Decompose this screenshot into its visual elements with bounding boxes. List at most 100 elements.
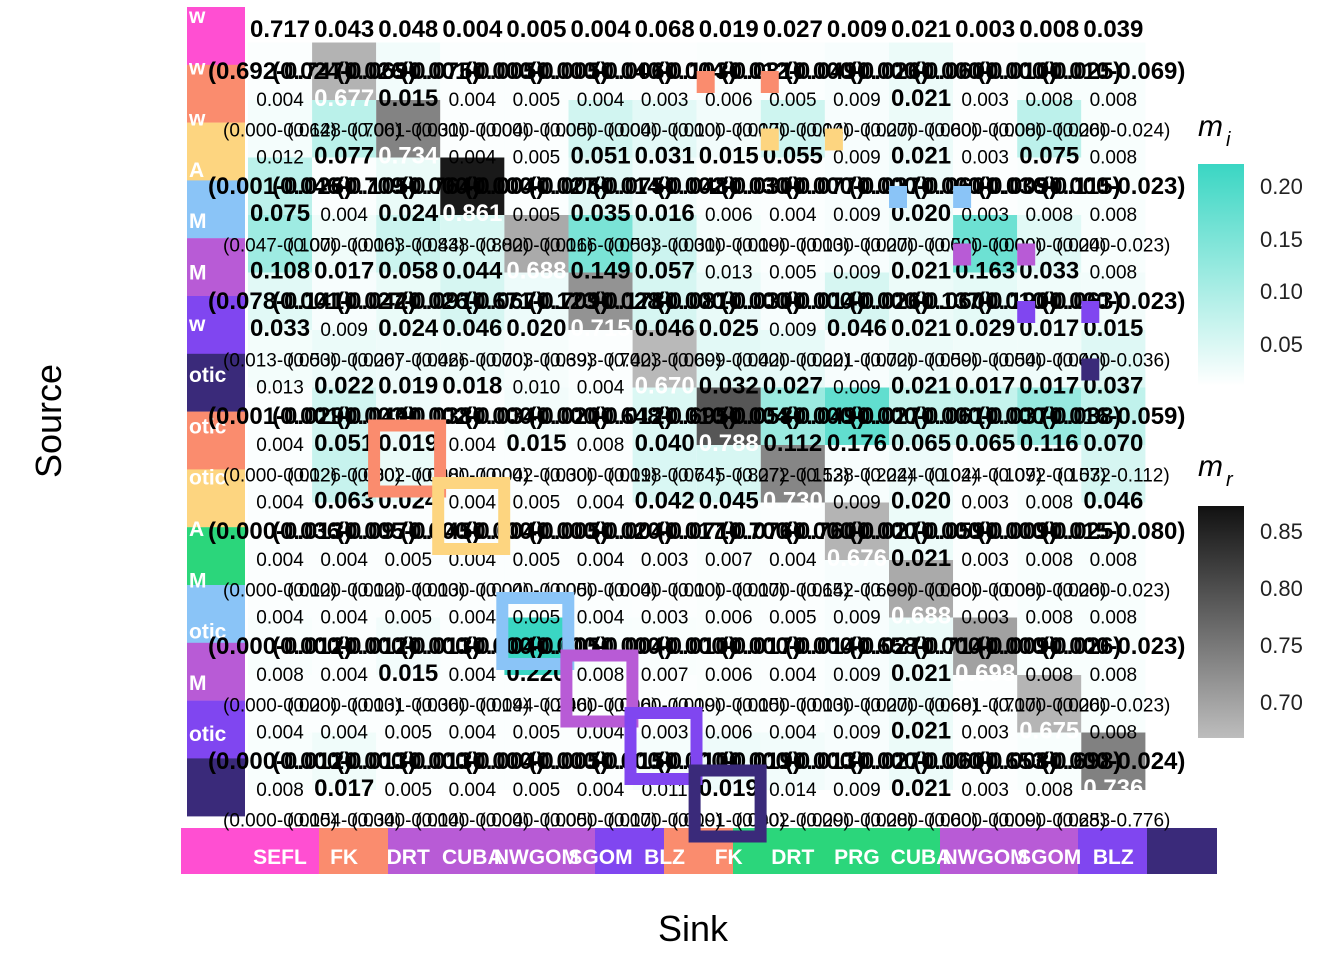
heatmap-cell bbox=[632, 157, 697, 215]
cell-ci-label: (0.015-0.080) bbox=[1041, 518, 1185, 545]
cell-mean-label: 0.007 bbox=[705, 550, 753, 571]
heatmap-cell bbox=[760, 560, 825, 618]
cell-ci-label: (0.000-0.017) bbox=[672, 121, 786, 142]
cell-ci-label: (0.681-0.717) bbox=[928, 696, 1042, 717]
cell-mean-label: 0.003 bbox=[641, 90, 689, 111]
heatmap-cell bbox=[312, 387, 377, 445]
heatmap-cell bbox=[696, 272, 761, 330]
heatmap-cell bbox=[248, 100, 313, 158]
cell-ci-label: (0.000-0.059) bbox=[849, 518, 993, 545]
corner-marker bbox=[1081, 358, 1100, 381]
cell-mean-label: 0.003 bbox=[961, 780, 1009, 801]
cell-mean-label: 0.008 bbox=[256, 665, 304, 686]
cell-mean-label: 0.009 bbox=[320, 320, 368, 341]
heatmap-cell bbox=[824, 387, 889, 445]
cell-ci-label: (0.018-0.064) bbox=[608, 466, 722, 487]
cell-ci-label: (0.683-0.776) bbox=[1056, 811, 1170, 832]
corner-marker bbox=[696, 71, 715, 93]
heatmap-cell bbox=[376, 272, 441, 330]
cell-mean-label: 0.004 bbox=[320, 608, 368, 629]
cell-ci-label: (0.000-0.013) bbox=[287, 696, 401, 717]
cell-ci-label: (0.000-0.025) bbox=[977, 518, 1121, 545]
cell-mean-label: 0.004 bbox=[256, 90, 304, 111]
cell-mean-label: 0.005 bbox=[513, 148, 561, 169]
heatmap-cell bbox=[504, 42, 569, 100]
source-color-band bbox=[187, 585, 245, 643]
cell-value-label: 0.717 bbox=[250, 16, 310, 43]
heatmap-cell bbox=[696, 560, 761, 618]
cell-mean-label: 0.004 bbox=[449, 608, 497, 629]
cell-ci-label: (0.036-0.115) bbox=[978, 173, 1121, 200]
sink-color-band bbox=[1009, 828, 1079, 874]
heatmap-cell bbox=[824, 675, 889, 733]
heatmap-cell bbox=[376, 330, 441, 388]
cell-mean-label: 0.004 bbox=[577, 723, 625, 744]
cell-ci-label: (0.000-0.014) bbox=[721, 288, 865, 315]
cell-ci-label: (0.036-0.097) bbox=[272, 518, 416, 545]
cell-ci-label: (0.000-0.060) bbox=[849, 748, 993, 775]
cell-mean-label: 0.040 bbox=[635, 430, 695, 457]
cell-ci-label: (0.000-0.014) bbox=[736, 581, 850, 602]
cell-ci-label: (0.010-0.069) bbox=[1041, 58, 1185, 85]
heatmap-cell bbox=[1017, 732, 1082, 790]
cell-mean-label: 0.005 bbox=[769, 90, 817, 111]
cell-mean-label: 0.015 bbox=[378, 85, 438, 112]
heatmap-cell bbox=[248, 732, 313, 790]
cell-mean-label: 0.004 bbox=[449, 90, 497, 111]
cell-ci-label: (0.000-0.005) bbox=[479, 121, 593, 142]
sink-tick-label: DRT bbox=[771, 846, 814, 869]
cell-ci-label: (0.072-0.153) bbox=[736, 466, 850, 487]
cell-mean-label: 0.051 bbox=[314, 430, 374, 457]
cell-mean-label: 0.022 bbox=[314, 373, 374, 400]
cell-ci-label: (0.692-0.747) bbox=[208, 58, 352, 85]
sink-color-band bbox=[526, 828, 596, 874]
cell-ci-label: (0.000-0.005) bbox=[464, 58, 608, 85]
sink-color-band bbox=[1078, 828, 1148, 874]
heatmap-cell bbox=[248, 42, 313, 100]
cell-ci-label: (0.000-0.026) bbox=[992, 581, 1106, 602]
heatmap-cell bbox=[696, 100, 761, 158]
cell-mean-label: 0.004 bbox=[577, 493, 625, 514]
cell-mean-label: 0.009 bbox=[833, 378, 881, 399]
cell-ci-label: (0.007-0.046) bbox=[351, 351, 465, 372]
cell-mean-label: 0.077 bbox=[314, 143, 374, 170]
source-color-band bbox=[187, 527, 245, 586]
source-color-band bbox=[187, 7, 245, 65]
cell-mean-label: 0.004 bbox=[449, 493, 497, 514]
cell-mean-label: 0.075 bbox=[1019, 143, 1079, 170]
cell-value-label: 0.008 bbox=[1019, 16, 1079, 43]
legend-mi-tick: 0.10 bbox=[1260, 279, 1303, 304]
cell-ci-label: (0.652-0.699) bbox=[800, 581, 914, 602]
cell-ci-label: (0.000-0.017) bbox=[544, 811, 658, 832]
cell-mean-label: 0.004 bbox=[577, 608, 625, 629]
legend-mr-subscript: r bbox=[1226, 469, 1234, 491]
cell-ci-label: (0.000-0.017) bbox=[657, 633, 801, 660]
cell-ci-label: (0.000-0.026) bbox=[992, 696, 1106, 717]
cell-ci-label: (0.000-0.012) bbox=[223, 121, 337, 142]
cell-ci-label: (0.000-0.030) bbox=[657, 288, 801, 315]
cell-mean-label: 0.009 bbox=[769, 320, 817, 341]
cell-ci-label: (0.000-0.012) bbox=[208, 748, 352, 775]
cell-ci-label: (0.000-0.023) bbox=[1041, 173, 1185, 200]
cell-ci-label: (0.000-0.014) bbox=[721, 633, 865, 660]
cell-ci-label: (0.693-0.740) bbox=[544, 351, 658, 372]
diagonal-highlight-box bbox=[688, 764, 767, 843]
cell-mean-label: 0.788 bbox=[699, 430, 759, 457]
cell-mean-label: 0.014 bbox=[769, 780, 817, 801]
source-tick-label: w bbox=[188, 313, 206, 336]
cell-mean-label: 0.005 bbox=[513, 493, 561, 514]
cell-mean-label: 0.004 bbox=[577, 90, 625, 111]
cell-mean-label: 0.007 bbox=[641, 665, 689, 686]
cell-mean-label: 0.029 bbox=[955, 315, 1015, 342]
heatmap-cell bbox=[568, 387, 633, 445]
heatmap-cell bbox=[248, 675, 313, 733]
cell-mean-label: 0.005 bbox=[769, 608, 817, 629]
cell-mean-label: 0.003 bbox=[961, 90, 1009, 111]
cell-mean-label: 0.015 bbox=[506, 430, 566, 457]
heatmap-cell bbox=[696, 387, 761, 445]
sink-tick-label: CUBA bbox=[891, 846, 952, 869]
sink-tick-label: NWGOM bbox=[494, 846, 579, 869]
legend-mr-tick: 0.70 bbox=[1260, 690, 1303, 715]
cell-mean-label: 0.019 bbox=[378, 430, 438, 457]
